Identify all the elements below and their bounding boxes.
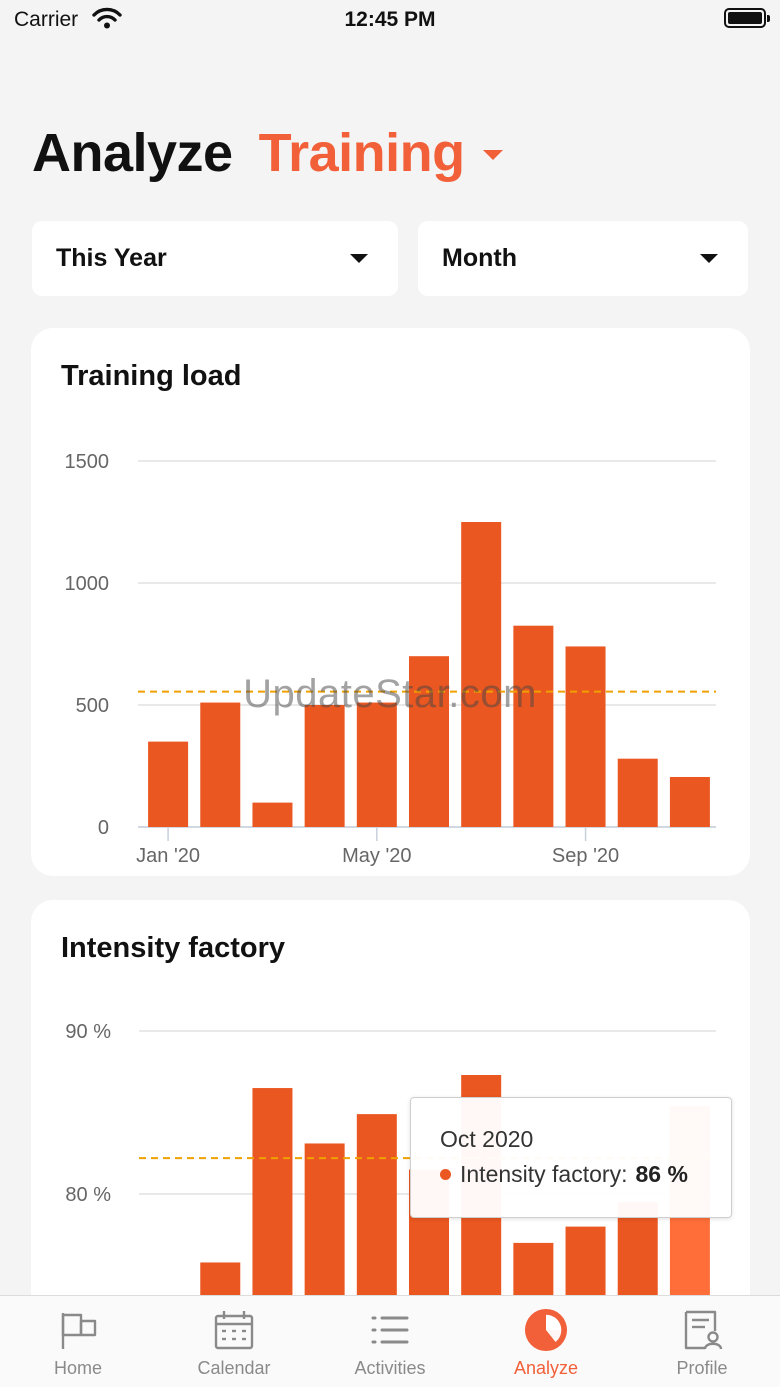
analysis-mode-label: Training	[258, 123, 466, 183]
y-tick-label: 0	[98, 817, 109, 839]
bar	[565, 646, 606, 827]
tab-label: Calendar	[197, 1358, 271, 1378]
grouping-label: Month	[442, 244, 517, 272]
bar	[669, 776, 710, 827]
training-load-title: Training load	[61, 360, 242, 392]
tab-home[interactable]: Home	[0, 1296, 156, 1387]
tab-profile[interactable]: Profile	[624, 1296, 780, 1387]
grouping-dropdown[interactable]: Month	[418, 221, 748, 296]
caret-down-icon	[350, 254, 368, 263]
status-bar: Carrier 12:45 PM	[0, 0, 780, 44]
tab-label: Analyze	[513, 1358, 579, 1378]
chart-tooltip: Oct 2020 Intensity factory: 86 %	[410, 1097, 732, 1218]
bar	[409, 656, 449, 827]
bar	[252, 1088, 293, 1320]
period-dropdown[interactable]: This Year	[32, 221, 398, 296]
intensity-factory-card: Intensity factory 70 %80 %90 %	[31, 900, 750, 1320]
tab-label: Activities	[354, 1358, 426, 1378]
tab-label: Home	[53, 1358, 102, 1378]
bar	[356, 702, 397, 827]
bar	[304, 705, 345, 827]
y-tick-label: 90 %	[65, 1021, 111, 1043]
caret-down-icon	[482, 150, 503, 160]
pie-chart-icon	[524, 1308, 568, 1352]
intensity-factory-title: Intensity factory	[61, 932, 285, 964]
training-load-card: Training load 0 500 1000 1500 Jan '20 May '20…	[31, 328, 750, 876]
period-label: This Year	[56, 244, 167, 272]
tab-bar: Home Calendar Activities	[0, 1295, 780, 1387]
bar	[461, 522, 502, 827]
series-dot-icon	[440, 1169, 451, 1180]
training-load-chart[interactable]: 0 500 1000 1500 Jan '20 May '20 Sep '20	[31, 328, 750, 876]
x-tick-label: May '20	[342, 845, 411, 867]
clock: 12:45 PM	[344, 8, 436, 31]
profile-icon	[680, 1308, 724, 1352]
analysis-mode-dropdown[interactable]: Training	[259, 122, 503, 184]
page-title: Analyze	[32, 123, 233, 183]
y-tick-label: 500	[76, 695, 109, 717]
x-tick-label: Sep '20	[552, 845, 619, 867]
tab-analyze[interactable]: Analyze	[468, 1296, 624, 1387]
tab-calendar[interactable]: Calendar	[156, 1296, 312, 1387]
x-tick-label: Jan '20	[136, 845, 200, 867]
y-tick-label: 1000	[65, 573, 110, 595]
bar	[200, 702, 241, 827]
list-icon	[368, 1308, 412, 1352]
page-header: Analyze Training	[32, 122, 503, 184]
calendar-icon	[212, 1308, 256, 1352]
flag-icon	[56, 1308, 100, 1352]
carrier-label: Carrier	[14, 8, 79, 31]
tooltip-label: Intensity factory:	[460, 1161, 628, 1187]
bar	[513, 625, 554, 827]
caret-down-icon	[700, 254, 718, 263]
bar	[252, 802, 293, 827]
bar	[304, 1143, 345, 1320]
bar	[148, 741, 189, 827]
wifi-icon	[92, 7, 122, 29]
y-tick-label: 1500	[65, 451, 110, 473]
tooltip-value: 86 %	[635, 1161, 688, 1187]
battery-icon	[724, 8, 770, 28]
tab-label: Profile	[676, 1358, 728, 1378]
tab-activities[interactable]: Activities	[312, 1296, 468, 1387]
tooltip-date: Oct 2020	[440, 1126, 534, 1152]
bar	[617, 758, 658, 827]
y-tick-label: 80 %	[65, 1184, 111, 1206]
bar	[356, 1114, 397, 1320]
